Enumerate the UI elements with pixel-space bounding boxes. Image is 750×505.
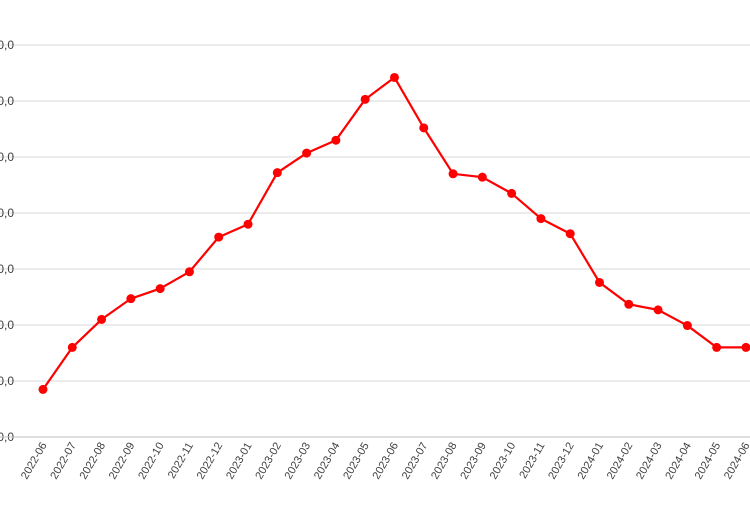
x-tick-label: 2023-03 (283, 441, 314, 482)
y-tick-label: 20,0 (0, 318, 14, 332)
data-point (331, 136, 340, 145)
data-point (449, 169, 458, 178)
x-tick-label: 2022-07 (48, 441, 79, 482)
data-point (97, 315, 106, 324)
x-tick-label: 2023-06 (370, 441, 401, 482)
data-point (624, 300, 633, 309)
y-tick-label: 10,0 (0, 374, 14, 388)
y-axis: 0,010,020,030,040,050,060,070,0 (0, 38, 14, 444)
x-tick-label: 2022-12 (195, 441, 226, 482)
data-point (361, 95, 370, 104)
y-tick-label: 70,0 (0, 38, 14, 52)
data-point (654, 305, 663, 314)
data-point (566, 229, 575, 238)
data-point (536, 214, 545, 223)
x-tick-label: 2023-12 (546, 441, 577, 482)
x-tick-label: 2023-07 (400, 441, 431, 482)
x-tick-label: 2023-10 (488, 441, 519, 482)
x-tick-label: 2022-09 (107, 441, 138, 482)
x-tick-label: 2023-02 (253, 441, 284, 482)
y-tick-label: 30,0 (0, 262, 14, 276)
x-tick-label: 2024-04 (663, 441, 694, 482)
data-point (39, 385, 48, 394)
x-tick-label: 2024-03 (634, 441, 665, 482)
data-point (126, 294, 135, 303)
x-tick-label: 2023-04 (312, 441, 343, 482)
data-point (68, 343, 77, 352)
y-tick-label: 40,0 (0, 206, 14, 220)
data-point (302, 149, 311, 158)
x-tick-label: 2024-05 (693, 441, 724, 482)
data-point (244, 220, 253, 229)
x-tick-label: 2023-11 (517, 441, 547, 481)
data-point (595, 278, 604, 287)
series-layer (39, 73, 750, 394)
grid-layer (0, 45, 750, 381)
x-tick-label: 2023-05 (341, 441, 372, 482)
data-point (185, 267, 194, 276)
data-point (214, 233, 223, 242)
series-line (43, 77, 746, 389)
x-tick-label: 2024-02 (605, 441, 636, 482)
data-point (156, 284, 165, 293)
x-tick-label: 2022-10 (136, 441, 167, 482)
x-tick-label: 2024-06 (722, 441, 750, 482)
data-point (390, 73, 399, 82)
data-point (273, 168, 282, 177)
y-tick-label: 50,0 (0, 150, 14, 164)
data-point (419, 123, 428, 132)
data-point (478, 173, 487, 182)
x-tick-label: 2022-06 (19, 441, 50, 482)
x-tick-label: 2024-01 (576, 441, 607, 482)
x-tick-label: 2022-08 (78, 441, 109, 482)
y-tick-label: 60,0 (0, 94, 14, 108)
x-tick-label: 2023-08 (429, 441, 460, 482)
data-point (683, 321, 692, 330)
x-tick-label: 2022-11 (166, 441, 196, 481)
data-point (741, 343, 750, 352)
x-tick-label: 2023-09 (458, 441, 489, 482)
x-tick-label: 2023-01 (224, 441, 255, 482)
data-point (507, 189, 516, 198)
data-point (712, 343, 721, 352)
